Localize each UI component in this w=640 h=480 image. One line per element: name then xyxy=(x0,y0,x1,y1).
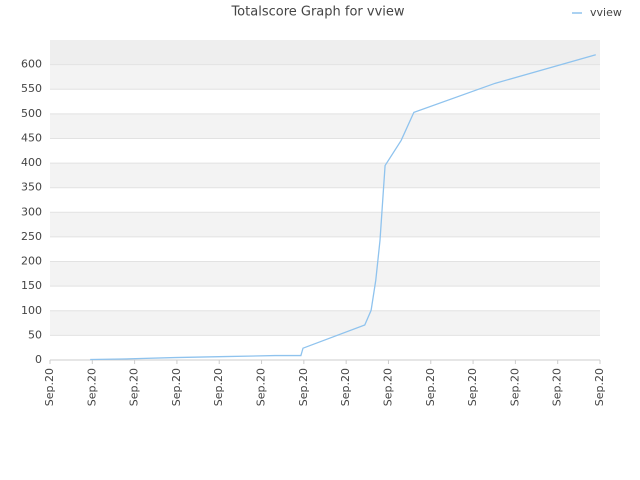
x-tick-label: Sep.20 xyxy=(297,368,310,406)
band xyxy=(50,310,600,336)
y-tick-label: 150 xyxy=(21,279,42,292)
y-tick-label: 200 xyxy=(21,255,42,268)
x-tick-label: Sep.20 xyxy=(508,368,521,406)
x-tick-label: Sep.20 xyxy=(424,368,437,406)
y-tick-label: 0 xyxy=(35,353,42,366)
x-tick-label: Sep.20 xyxy=(43,368,56,406)
y-tick-label: 100 xyxy=(21,304,42,317)
y-tick-label: 50 xyxy=(28,328,42,341)
band xyxy=(50,64,600,90)
band xyxy=(50,163,600,188)
y-tick-label: 350 xyxy=(21,181,42,194)
x-tick-label: Sep.20 xyxy=(170,368,183,406)
x-tick-label: Sep.20 xyxy=(212,368,225,406)
x-tick-label: Sep.20 xyxy=(128,368,141,406)
y-tick-label: 550 xyxy=(21,82,42,95)
x-tick-label: Sep.20 xyxy=(339,368,352,406)
x-tick-label: Sep.20 xyxy=(85,368,98,406)
x-tick-label: Sep.20 xyxy=(381,368,394,406)
x-tick-label: Sep.20 xyxy=(255,368,268,406)
x-tick-label: Sep.20 xyxy=(551,368,564,406)
band xyxy=(50,261,600,287)
x-tick-label: Sep.20 xyxy=(593,368,606,406)
band xyxy=(50,212,600,237)
band xyxy=(50,40,600,65)
legend-label: vview xyxy=(590,6,622,19)
y-tick-label: 600 xyxy=(21,58,42,71)
line xyxy=(90,54,596,361)
y-tick-label: 500 xyxy=(21,107,42,120)
x-tick-label: Sep.20 xyxy=(466,368,479,406)
band xyxy=(50,113,600,139)
y-tick-label: 400 xyxy=(21,156,42,169)
y-tick-label: 250 xyxy=(21,230,42,243)
chart-title: Totalscore Graph for vview xyxy=(230,5,404,20)
plot-area xyxy=(50,40,600,360)
y-tick-label: 450 xyxy=(21,131,42,144)
y-tick-label: 300 xyxy=(21,205,42,218)
